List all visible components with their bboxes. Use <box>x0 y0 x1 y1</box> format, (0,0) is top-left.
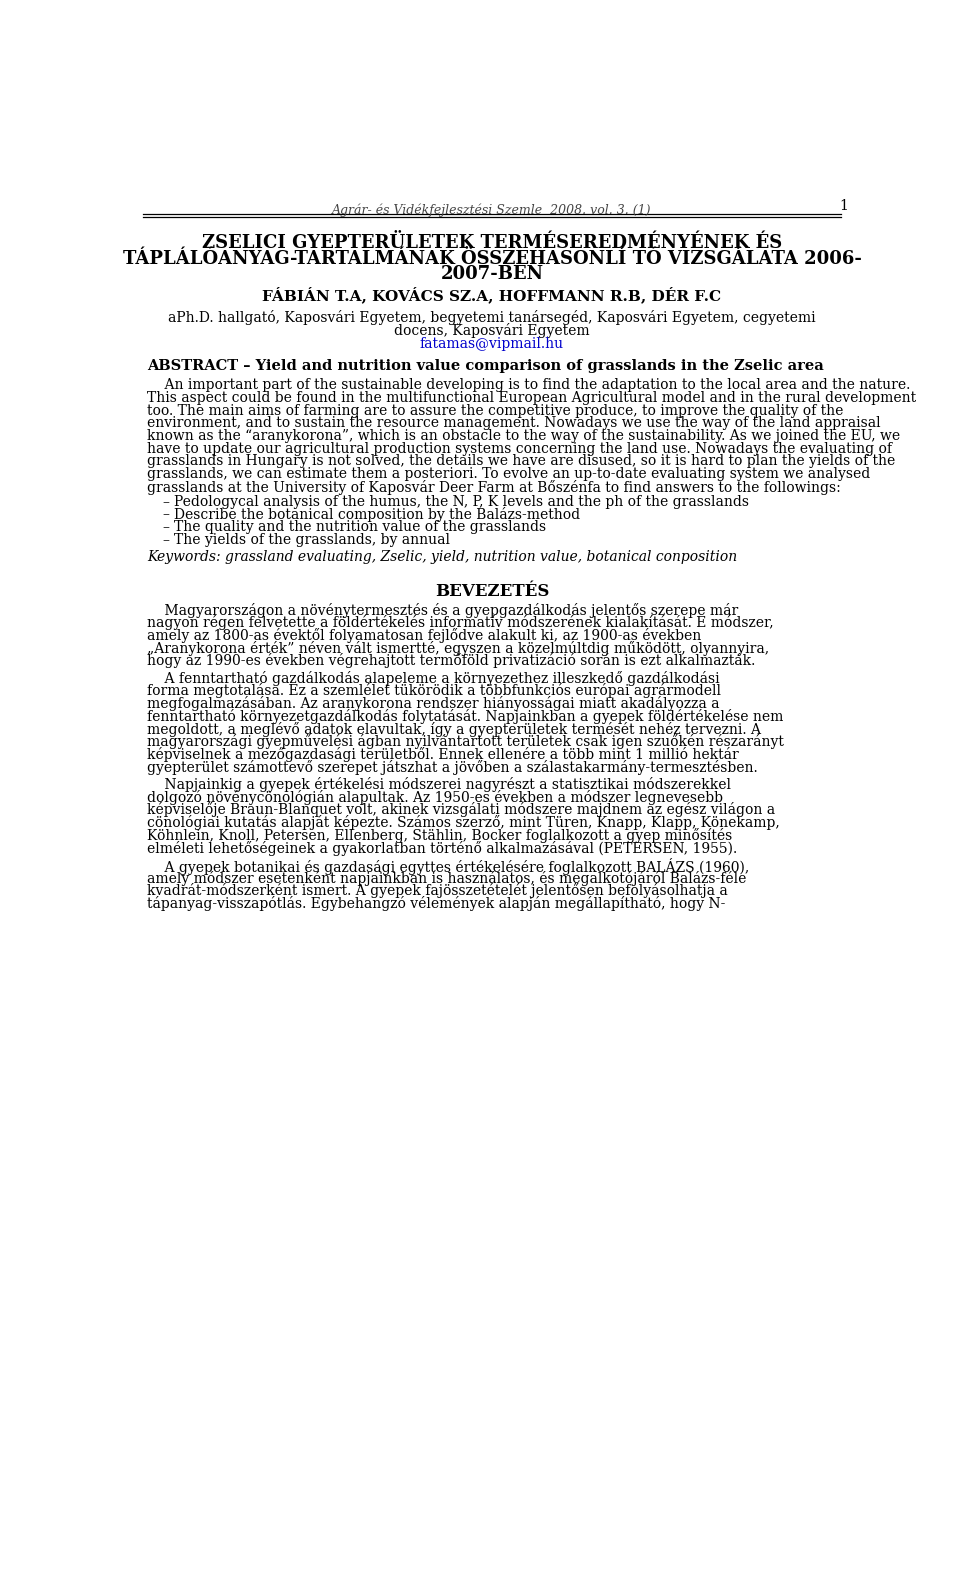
Text: forma megtotalása. Ez a szemlélet tükörödik a többfunkciós európai agrármodell: forma megtotalása. Ez a szemlélet tükörö… <box>147 684 721 698</box>
Text: cönológiai kutatás alapját képezte. Számos szerző, mint Türen, Knapp, Klapp, Kön: cönológiai kutatás alapját képezte. Szám… <box>147 815 780 831</box>
Text: megoldott, a meglévő adatok elavultak, így a gyepterületek termését nehéz tervez: megoldott, a meglévő adatok elavultak, í… <box>147 722 761 736</box>
Text: grasslands, we can estimate them a posteriori. To evolve an up-to-date evaluatin: grasslands, we can estimate them a poste… <box>147 467 871 482</box>
Text: dolgozó növénycönológián alapultak. Az 1950-es években a módszer legnevesebb: dolgozó növénycönológián alapultak. Az 1… <box>147 790 723 805</box>
Text: –: – <box>162 494 170 508</box>
Text: –: – <box>162 519 170 534</box>
Text: aPh.D. hallgató, Kaposvári Egyetem, begyetemi tanársegéd, Kaposvári Egyetem, ceg: aPh.D. hallgató, Kaposvári Egyetem, begy… <box>168 311 816 325</box>
Text: TÁPLÁLÓANYAG-TARTALMÁNAK ÖSSZEHASONLÍ TÓ VIZSGÁLATA 2006-: TÁPLÁLÓANYAG-TARTALMÁNAK ÖSSZEHASONLÍ TÓ… <box>123 249 861 267</box>
Text: nagyon régen felvetette a földértékelés informatív módszerének kialakítását. E m: nagyon régen felvetette a földértékelés … <box>147 616 774 630</box>
Text: 2007-BEN: 2007-BEN <box>441 265 543 283</box>
Text: too. The main aims of farming are to assure the competitive produce, to improve : too. The main aims of farming are to ass… <box>147 404 844 417</box>
Text: The quality and the nutrition value of the grasslands: The quality and the nutrition value of t… <box>175 519 546 534</box>
Text: amely módszer esetenként napjainkban is használatos, és megalkotójáról Balázs-fé: amely módszer esetenként napjainkban is … <box>147 870 747 886</box>
Text: –: – <box>162 532 170 546</box>
Text: grasslands at the University of Kaposvár Deer Farm at Bőszénfa to find answers t: grasslands at the University of Kaposvár… <box>147 480 841 494</box>
Text: –: – <box>162 507 170 521</box>
Text: gyepterület számottevő szerepet játszhat a jövőben a szálastakarmány-termesztésb: gyepterület számottevő szerepet játszhat… <box>147 759 757 775</box>
Text: Napjainkig a gyepek értékelési módszerei nagyrészt a statisztikai módszerekkel: Napjainkig a gyepek értékelési módszerei… <box>147 777 732 793</box>
Text: hogy az 1990-es években végrehajtott termőföld privatizáció során is ezt alkalma: hogy az 1990-es években végrehajtott ter… <box>147 654 756 668</box>
Text: kvadrát-módszerként ismert. A gyepek fajösszetételét jelentősen befolyásolhatja : kvadrát-módszerként ismert. A gyepek faj… <box>147 883 728 898</box>
Text: ABSTRACT – Yield and nutrition value comparison of grasslands in the Zselic area: ABSTRACT – Yield and nutrition value com… <box>147 358 824 373</box>
Text: megfogalmazásában. Az aranykorona rendszer hiányosságai miatt akadályozza a: megfogalmazásában. Az aranykorona rendsz… <box>147 696 720 711</box>
Text: docens, Kaposvári Egyetem: docens, Kaposvári Egyetem <box>395 322 589 338</box>
Text: Agrár- és Vidékfejlesztési Szemle  2008. vol. 3. (1): Agrár- és Vidékfejlesztési Szemle 2008. … <box>332 204 652 216</box>
Text: tápanyag-visszapótlás. Egybehangzó vélemények alapján megállapítható, hogy N-: tápanyag-visszapótlás. Egybehangzó vélem… <box>147 895 726 911</box>
Text: Magyarországon a növénytermesztés és a gyepgazdálkodás jelentős szerepe már: Magyarországon a növénytermesztés és a g… <box>147 603 738 617</box>
Text: Pedologycal analysis of the humus, the N, P, K levels and the ph of the grasslan: Pedologycal analysis of the humus, the N… <box>175 494 749 508</box>
Text: Describe the botanical composition by the Balázs-method: Describe the botanical composition by th… <box>175 507 581 523</box>
Text: magyarországi gyepművelési ágban nyilvántartott területek csak igen szuőkén rész: magyarországi gyepművelési ágban nyilván… <box>147 734 784 750</box>
Text: The yields of the grasslands, by annual: The yields of the grasslands, by annual <box>175 532 450 546</box>
Text: képviselője Braun-Blanquet volt, akinek vizsgálati módszere majdnem az egész vil: képviselője Braun-Blanquet volt, akinek … <box>147 802 776 818</box>
Text: grasslands in Hungary is not solved, the details we have are disused, so it is h: grasslands in Hungary is not solved, the… <box>147 455 896 469</box>
Text: BEVEZETÉS: BEVEZETÉS <box>435 583 549 600</box>
Text: have to update our agricultural production systems concerning the land use. Nowa: have to update our agricultural producti… <box>147 442 892 456</box>
Text: Keywords: grassland evaluating, Zselic, yield, nutrition value, botanical conpos: Keywords: grassland evaluating, Zselic, … <box>147 549 737 564</box>
Text: ZSELICI GYEPTERÜLETEK TERMÉSEREDMÉNYÉNEK ÉS: ZSELICI GYEPTERÜLETEK TERMÉSEREDMÉNYÉNEK… <box>202 234 782 253</box>
Text: amely az 1800-as évektől folyamatosan fejlődve alakult ki, az 1900-as években: amely az 1800-as évektől folyamatosan fe… <box>147 628 702 643</box>
Text: 1: 1 <box>840 199 849 213</box>
Text: Köhnlein, Knoll, Petersen, Ellenberg, Stählin, Bocker foglalkozott a gyep minősí: Köhnlein, Knoll, Petersen, Ellenberg, St… <box>147 827 732 843</box>
Text: A fenntartható gazdálkodás alapeleme a környezethez illeszkedő gazdálkodási: A fenntartható gazdálkodás alapeleme a k… <box>147 671 720 685</box>
Text: An important part of the sustainable developing is to find the adaptation to the: An important part of the sustainable dev… <box>147 377 910 392</box>
Text: képviselnek a mezőgazdasági területből. Ennek ellenére a több mint 1 millió hekt: képviselnek a mezőgazdasági területből. … <box>147 747 739 763</box>
Text: fenntartható környezetgazdálkodás folytatását. Napjainkban a gyepek földértékelé: fenntartható környezetgazdálkodás folyta… <box>147 709 783 723</box>
Text: known as the “aranykorona”, which is an obstacle to the way of the sustainabilit: known as the “aranykorona”, which is an … <box>147 429 900 444</box>
Text: fatamas@vipmail.hu: fatamas@vipmail.hu <box>420 338 564 351</box>
Text: environment, and to sustain the resource management. Nowadays we use the way of : environment, and to sustain the resource… <box>147 417 880 429</box>
Text: A gyepek botanikai és gazdasági egyttes értékelésére foglalkozott BALÁZS (1960),: A gyepek botanikai és gazdasági egyttes … <box>147 857 750 875</box>
Text: FÁBIÁN T.A, KOVÁCS SZ.A, HOFFMANN R.B, DÉR F.C: FÁBIÁN T.A, KOVÁCS SZ.A, HOFFMANN R.B, D… <box>262 286 722 303</box>
Text: „Aranykorona érték” néven vált ismertté, egyszen a közelmúltdig működött, olyann: „Aranykorona érték” néven vált ismertté,… <box>147 641 769 655</box>
Text: elméleti lehetőségeinek a gyakorlatban történő alkalmazásával (PETERSEN, 1955).: elméleti lehetőségeinek a gyakorlatban t… <box>147 840 737 856</box>
Text: This aspect could be found in the multifunctional European Agricultural model an: This aspect could be found in the multif… <box>147 392 916 404</box>
